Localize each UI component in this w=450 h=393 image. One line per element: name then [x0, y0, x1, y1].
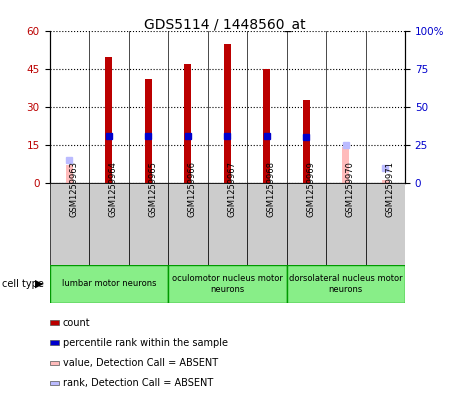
Bar — [50, 183, 89, 265]
Text: GSM1259965: GSM1259965 — [148, 162, 157, 217]
Text: GSM1259968: GSM1259968 — [267, 162, 276, 217]
Text: GSM1259964: GSM1259964 — [109, 162, 118, 217]
Bar — [382, 180, 389, 183]
Text: value, Detection Call = ABSENT: value, Detection Call = ABSENT — [63, 358, 218, 368]
Bar — [207, 183, 247, 265]
Text: percentile rank within the sample: percentile rank within the sample — [63, 338, 228, 348]
Text: GSM1259966: GSM1259966 — [188, 162, 197, 217]
Text: GSM1259967: GSM1259967 — [227, 162, 236, 217]
Bar — [105, 57, 112, 183]
Text: lumbar motor neurons: lumbar motor neurons — [62, 279, 156, 288]
Bar — [342, 147, 349, 183]
Bar — [287, 265, 405, 303]
Text: GSM1259971: GSM1259971 — [385, 162, 394, 217]
Bar — [326, 183, 365, 265]
Bar — [365, 183, 405, 265]
Text: GSM1259963: GSM1259963 — [69, 162, 78, 217]
Bar — [129, 183, 168, 265]
Bar — [50, 360, 59, 365]
Bar — [168, 183, 207, 265]
Bar — [224, 44, 231, 183]
Bar — [303, 99, 310, 183]
Text: count: count — [63, 318, 90, 328]
Bar — [263, 69, 270, 183]
Bar — [168, 265, 287, 303]
Bar — [66, 165, 73, 183]
Text: GSM1259969: GSM1259969 — [306, 162, 315, 217]
Bar — [50, 320, 59, 325]
Text: oculomotor nucleus motor
neurons: oculomotor nucleus motor neurons — [172, 274, 283, 294]
Text: rank, Detection Call = ABSENT: rank, Detection Call = ABSENT — [63, 378, 213, 388]
Text: GDS5114 / 1448560_at: GDS5114 / 1448560_at — [144, 18, 306, 32]
Bar — [145, 79, 152, 183]
Bar — [50, 265, 168, 303]
Bar — [50, 381, 59, 386]
Text: ▶: ▶ — [35, 279, 43, 289]
Bar — [287, 183, 326, 265]
Bar — [89, 183, 129, 265]
Text: dorsolateral nucleus motor
neurons: dorsolateral nucleus motor neurons — [289, 274, 403, 294]
Bar — [50, 340, 59, 345]
Text: GSM1259970: GSM1259970 — [346, 162, 355, 217]
Bar — [184, 64, 191, 183]
Bar — [247, 183, 287, 265]
Text: cell type: cell type — [2, 279, 44, 289]
